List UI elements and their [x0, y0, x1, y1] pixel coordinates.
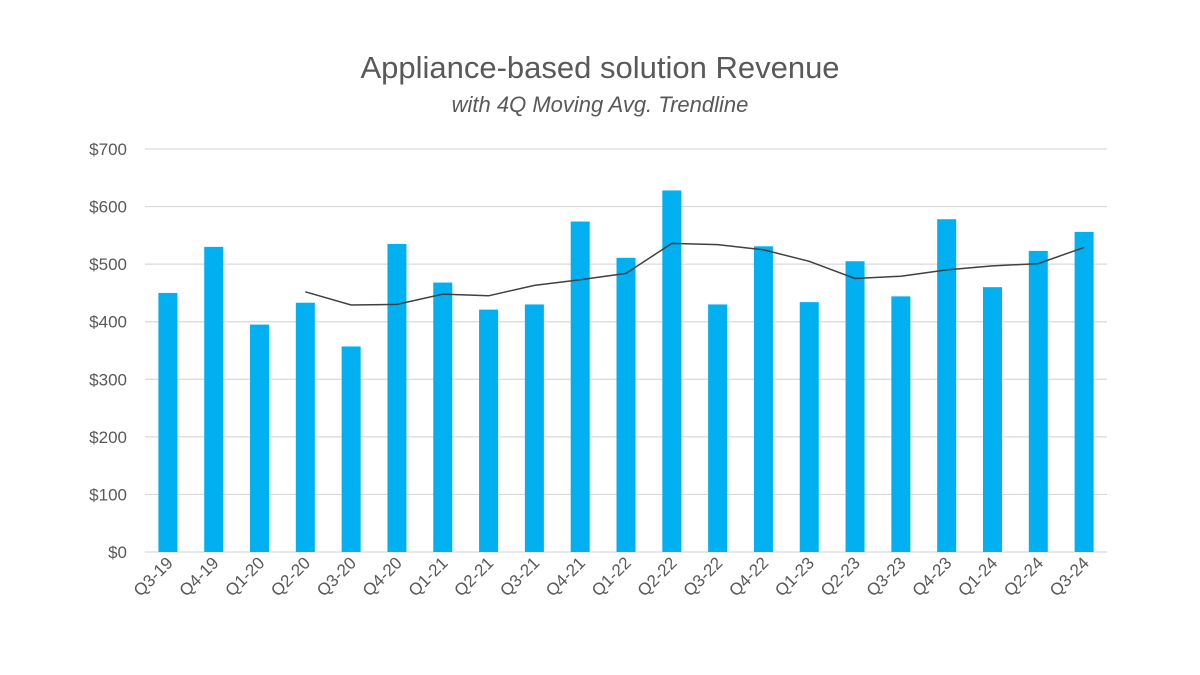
x-tick-label: Q2-20 — [267, 553, 314, 600]
bar — [708, 304, 728, 552]
bar — [753, 246, 773, 552]
bar — [799, 302, 819, 552]
chart-title: Appliance-based solution Revenue — [360, 50, 840, 85]
bar — [341, 346, 361, 552]
x-tick-label: Q3-20 — [313, 553, 360, 600]
y-tick-label: $600 — [89, 198, 127, 217]
bar — [937, 219, 957, 553]
y-tick-label: $200 — [89, 428, 127, 447]
bar — [204, 246, 224, 552]
bar — [433, 282, 453, 552]
x-tick-label: Q1-21 — [405, 553, 452, 600]
x-tick-label: Q3-22 — [680, 553, 727, 600]
y-tick-label: $500 — [89, 255, 127, 274]
bar — [662, 190, 682, 553]
x-tick-label: Q4-22 — [725, 553, 772, 600]
y-tick-label: $700 — [89, 140, 127, 159]
x-tick-label: Q4-23 — [909, 553, 956, 600]
y-tick-label: $400 — [89, 313, 127, 332]
y-tick-label: $100 — [89, 485, 127, 504]
x-tick-label: Q1-23 — [771, 553, 818, 600]
x-tick-label: Q2-24 — [1000, 553, 1047, 600]
x-tick-label: Q3-24 — [1046, 553, 1093, 600]
bar — [524, 304, 544, 552]
bar — [295, 302, 315, 552]
bar — [1028, 250, 1048, 552]
bar — [479, 309, 499, 552]
x-tick-label: Q3-23 — [863, 553, 910, 600]
bar — [845, 261, 865, 552]
x-tick-label: Q4-20 — [359, 553, 406, 600]
x-tick-label: Q1-20 — [222, 553, 269, 600]
x-tick-label: Q1-22 — [588, 553, 635, 600]
bar — [1074, 231, 1094, 552]
bar — [158, 292, 178, 552]
bar — [982, 287, 1002, 552]
bar — [616, 257, 636, 552]
x-tick-label: Q2-23 — [817, 553, 864, 600]
x-tick-label: Q2-21 — [451, 553, 498, 600]
x-tick-label: Q4-21 — [542, 553, 589, 600]
bar — [891, 296, 911, 552]
x-tick-label: Q2-22 — [634, 553, 681, 600]
y-tick-label: $0 — [108, 543, 127, 562]
bar — [250, 324, 270, 552]
x-tick-label: Q3-19 — [130, 553, 177, 600]
bar — [387, 243, 407, 552]
x-tick-label: Q3-21 — [496, 553, 543, 600]
bar — [570, 221, 590, 553]
x-tick-label: Q1-24 — [954, 553, 1001, 600]
x-tick-label: Q4-19 — [176, 553, 223, 600]
y-tick-label: $300 — [89, 370, 127, 389]
chart-subtitle: with 4Q Moving Avg. Trendline — [451, 92, 749, 117]
trendline — [305, 242, 1085, 306]
